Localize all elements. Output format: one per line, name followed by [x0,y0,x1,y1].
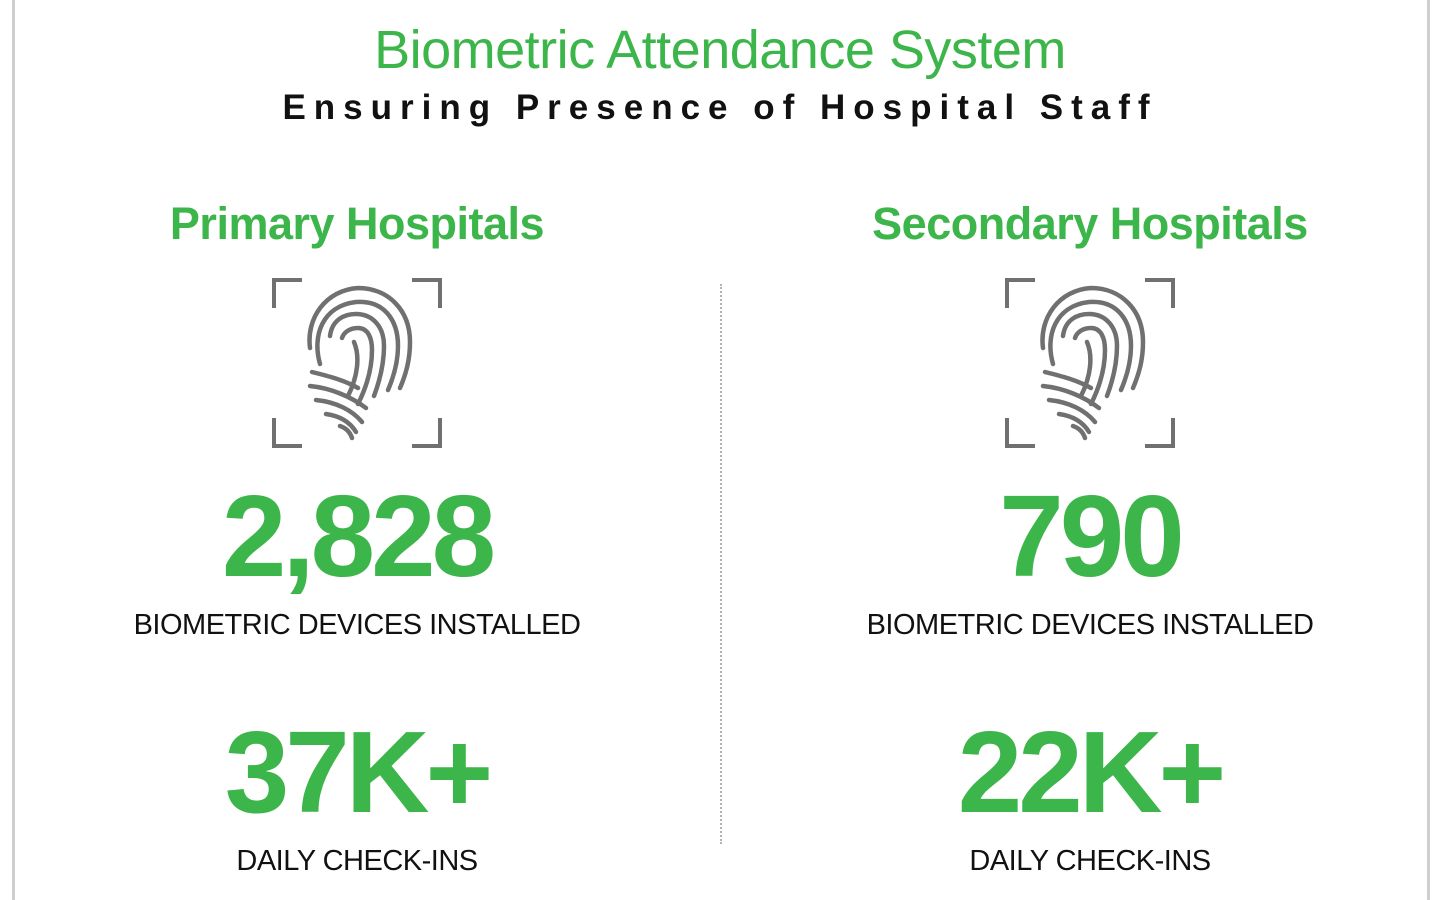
secondary-hospitals-title: Secondary Hospitals [872,198,1308,249]
page-title: Biometric Attendance System [374,20,1066,80]
primary-hospitals-panel: Primary Hospitals 2,828 BIOMETRIC DEVICE… [7,0,707,900]
fingerprint-icon [272,278,442,448]
primary-checkins-label: DAILY CHECK-INS [236,845,478,877]
primary-devices-value: 2,828 [221,471,496,601]
secondary-hospitals-panel: Secondary Hospitals 790 BIOMETRIC DEVICE… [740,0,1440,900]
secondary-devices-value: 790 [999,471,1185,601]
secondary-checkins-label: DAILY CHECK-INS [969,845,1211,877]
page-frame [12,0,1430,900]
primary-devices-label: BIOMETRIC DEVICES INSTALLED [133,609,581,641]
secondary-devices-label: BIOMETRIC DEVICES INSTALLED [866,609,1314,641]
primary-hospitals-title: Primary Hospitals [169,198,545,249]
page-subtitle: Ensuring Presence of Hospital Staff [282,88,1158,127]
primary-checkins-value: 37K+ [224,707,494,837]
secondary-checkins-value: 22K+ [957,707,1227,837]
fingerprint-icon [1005,278,1175,448]
column-divider [720,284,722,844]
